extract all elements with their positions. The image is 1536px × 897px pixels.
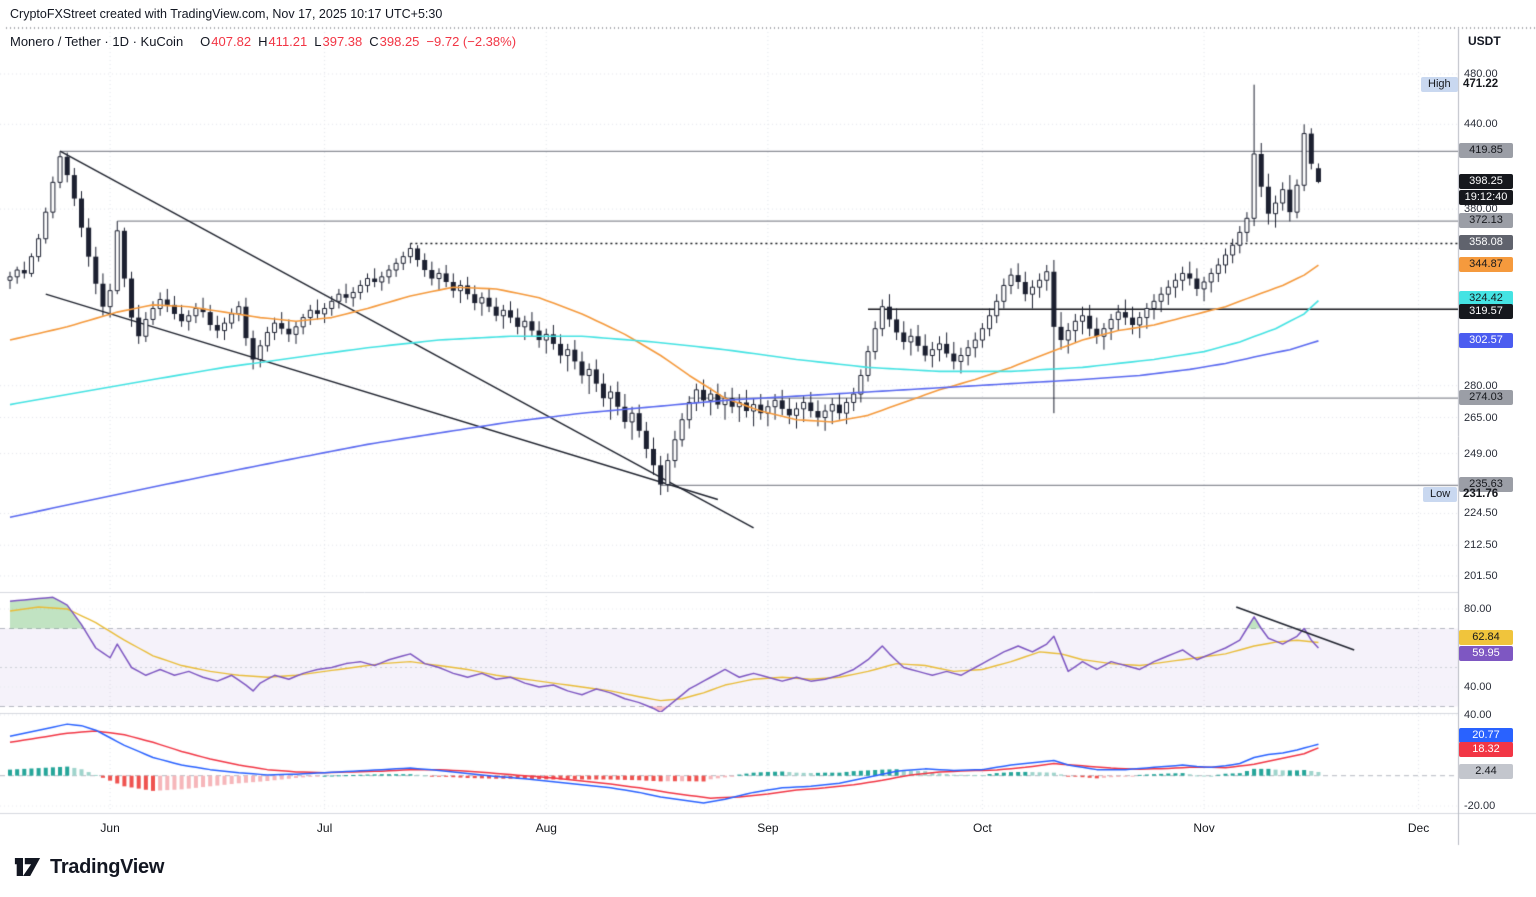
low-label: L xyxy=(314,34,322,49)
close-value: 398.25 xyxy=(379,34,420,49)
low-value: 397.38 xyxy=(322,34,363,49)
high-value: 411.21 xyxy=(268,34,308,49)
tradingview-logo[interactable]: TradingView xyxy=(14,855,164,879)
currency-label: USDT xyxy=(1468,34,1501,48)
change-value: −9.72 (−2.38%) xyxy=(426,34,517,49)
attribution-text: CryptoFXStreet created with TradingView.… xyxy=(10,7,443,21)
open-value: 407.82 xyxy=(211,34,252,49)
high-label: H xyxy=(258,34,268,49)
tradingview-mark-icon xyxy=(14,858,41,876)
open-label: O xyxy=(200,34,211,49)
tradingview-wordmark: TradingView xyxy=(50,855,165,878)
symbol-title[interactable]: Monero / Tether · 1D · KuCoin xyxy=(10,34,184,49)
close-label: C xyxy=(369,34,379,49)
